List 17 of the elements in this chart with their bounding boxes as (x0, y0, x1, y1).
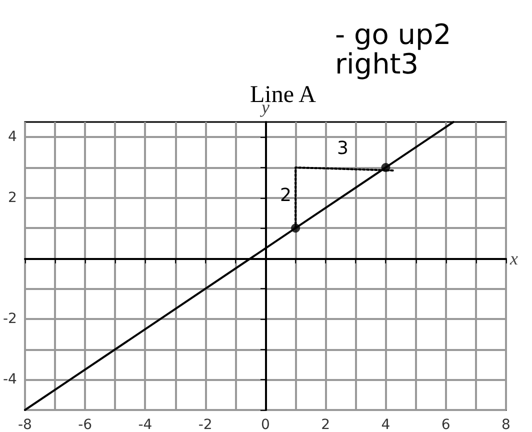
x-tick-label: 8 (502, 417, 510, 432)
text: - go up2 right3 (335, 18, 460, 81)
y-tick-label: 2 (8, 190, 17, 206)
y-tick-label: 4 (8, 129, 18, 146)
x-tick-label: 0 (261, 417, 270, 432)
x-axis-title: x (509, 248, 518, 268)
x-tick-label: 2 (321, 417, 330, 432)
x-tick-label: -6 (78, 417, 92, 432)
x-tick-label: -2 (198, 417, 212, 432)
x-tick-label: -8 (18, 417, 32, 432)
y-tick-label: -2 (2, 311, 17, 328)
annotation: 3 (337, 138, 348, 159)
annotation: 2 (280, 184, 292, 206)
y-tick-label: -4 (2, 372, 18, 388)
x-tick-label: -4 (138, 417, 152, 432)
x-tick-label: 4 (381, 417, 390, 432)
x-tick-label: 6 (441, 417, 450, 432)
